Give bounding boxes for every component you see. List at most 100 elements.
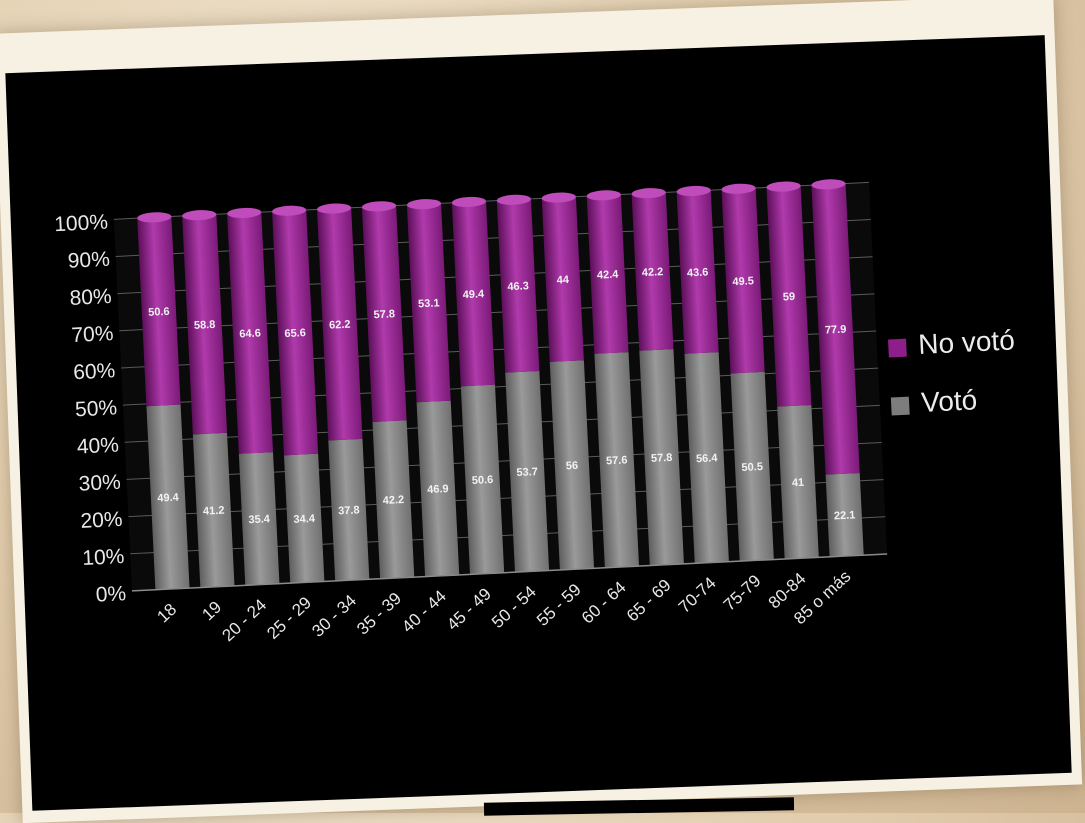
bar-no-voto xyxy=(227,212,274,454)
bar-voto xyxy=(505,370,550,573)
x-tick-label: 40 - 44 xyxy=(398,586,450,636)
bar-cap xyxy=(766,181,801,192)
y-tick-label: 100% xyxy=(54,211,109,237)
bar-voto xyxy=(639,349,684,566)
bar-voto xyxy=(416,400,460,577)
bar-no-voto xyxy=(451,201,495,387)
bar-cap xyxy=(137,212,172,223)
x-tick-label: 55 - 59 xyxy=(533,580,585,630)
bar-cap xyxy=(631,188,666,199)
bar-voto xyxy=(328,438,370,581)
bar-cap xyxy=(721,183,756,194)
bar-cap xyxy=(676,185,711,197)
y-tick-label: 70% xyxy=(71,322,114,347)
data-label-voto: 50.5 xyxy=(741,461,763,474)
data-label-voto: 41 xyxy=(792,477,805,490)
data-label-no-voto: 59 xyxy=(783,291,796,304)
data-label-voto: 56 xyxy=(566,460,579,473)
data-label-no-voto: 62.2 xyxy=(329,319,351,332)
bar-no-voto xyxy=(631,192,674,351)
data-label-no-voto: 46.3 xyxy=(507,280,529,293)
y-tick-label: 0% xyxy=(95,582,126,606)
x-tick-label: 20 - 24 xyxy=(218,595,270,645)
bar-no-voto xyxy=(676,190,719,354)
bar-cap xyxy=(496,194,531,205)
legend-label: Votó xyxy=(920,384,978,418)
data-label-no-voto: 64.6 xyxy=(239,327,261,340)
bar-cap xyxy=(811,179,846,190)
data-label-no-voto: 42.2 xyxy=(642,266,664,279)
bar-voto xyxy=(549,360,595,570)
bar-voto xyxy=(730,371,774,562)
y-tick-label: 50% xyxy=(75,396,118,421)
bar-no-voto xyxy=(496,198,540,373)
x-tick-label: 18 xyxy=(153,600,180,627)
data-label-no-voto: 77.9 xyxy=(825,324,847,337)
legend: No votó Votó xyxy=(888,324,1015,418)
data-label-voto: 57.6 xyxy=(606,454,628,467)
bar-cap xyxy=(182,210,217,221)
data-label-no-voto: 50.6 xyxy=(148,306,170,319)
bar-no-voto xyxy=(586,194,629,354)
data-label-no-voto: 58.8 xyxy=(194,319,216,332)
bar-no-voto xyxy=(361,205,407,422)
bar-voto xyxy=(594,352,640,568)
data-label-voto: 46.9 xyxy=(427,483,449,496)
bar-voto xyxy=(460,384,505,575)
data-label-voto: 22.1 xyxy=(834,509,856,522)
data-label-no-voto: 49.5 xyxy=(732,275,754,288)
bar-voto xyxy=(146,404,190,590)
bar-cap xyxy=(227,207,262,219)
data-label-no-voto: 42.4 xyxy=(597,269,620,282)
x-tick-label: 75-79 xyxy=(720,571,765,614)
data-label-voto: 56.4 xyxy=(696,452,719,465)
bar-no-voto xyxy=(406,203,451,403)
bar-cap xyxy=(317,203,352,214)
bar-no-voto xyxy=(811,183,860,475)
y-tick-label: 30% xyxy=(78,471,121,496)
bar-voto xyxy=(238,452,280,586)
data-label-no-voto: 57.8 xyxy=(373,308,395,321)
data-label-voto: 41.2 xyxy=(203,505,225,518)
y-tick-label: 10% xyxy=(82,545,125,570)
bar-no-voto xyxy=(272,209,319,456)
bar-voto xyxy=(283,453,325,584)
legend-swatch xyxy=(888,338,907,358)
data-label-voto: 50.6 xyxy=(472,474,494,487)
data-label-no-voto: 65.6 xyxy=(284,327,306,340)
x-tick-label: 50 - 54 xyxy=(488,582,540,632)
x-axis-line xyxy=(131,553,888,592)
x-tick-label: 60 - 64 xyxy=(578,578,630,628)
y-tick-label: 40% xyxy=(76,434,119,459)
bar-no-voto xyxy=(317,207,363,441)
bar-voto xyxy=(684,352,729,564)
data-label-voto: 49.4 xyxy=(157,492,180,505)
bar-no-voto xyxy=(182,214,228,435)
bar-cap xyxy=(272,205,307,216)
plot-area: 0% 10% 20% 30% 40% 50% 60% 70% 80% 90% 100% 49.4 50.… xyxy=(54,179,888,645)
bar-voto xyxy=(192,432,235,588)
y-tick-label: 20% xyxy=(80,508,123,533)
y-tick-label: 60% xyxy=(73,359,116,384)
bar-voto xyxy=(372,420,415,579)
bar-cap xyxy=(361,201,397,212)
x-tick-label: 35 - 39 xyxy=(353,589,405,639)
data-label-no-voto: 49.4 xyxy=(462,288,485,301)
bar-no-voto xyxy=(766,185,812,407)
data-label-voto: 57.8 xyxy=(651,452,673,465)
data-label-no-voto: 43.6 xyxy=(687,266,709,279)
bar-no-voto xyxy=(721,187,765,374)
bar-no-voto xyxy=(541,196,584,362)
legend-swatch xyxy=(890,396,910,416)
y-tick-label: 90% xyxy=(67,248,110,273)
data-label-voto: 42.2 xyxy=(382,494,404,507)
x-tick-label: 25 - 29 xyxy=(263,593,315,643)
data-label-voto: 53.7 xyxy=(516,466,538,479)
data-label-voto: 37.8 xyxy=(338,504,360,517)
x-tick-label: 19 xyxy=(198,597,225,624)
bar-cap xyxy=(406,199,442,210)
data-label-voto: 34.4 xyxy=(293,513,316,526)
data-label-voto: 35.4 xyxy=(248,513,271,526)
data-label-no-voto: 53.1 xyxy=(418,297,440,310)
